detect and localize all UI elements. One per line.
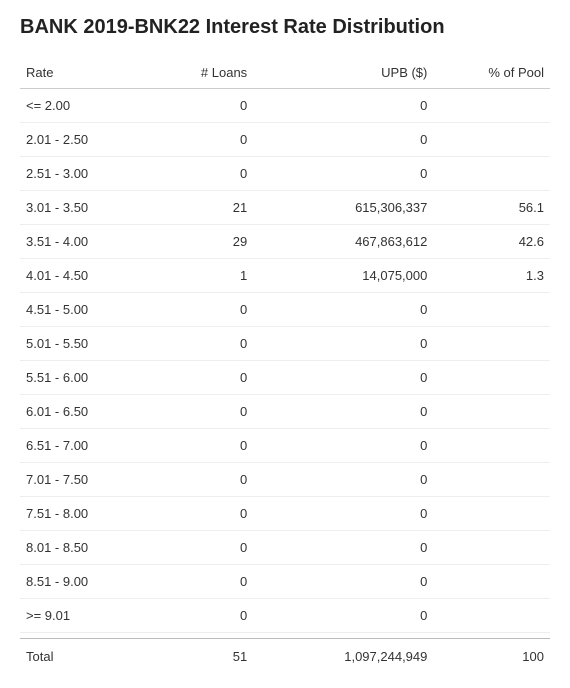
cell-pct <box>433 531 550 565</box>
cell-rate: 7.51 - 8.00 <box>20 497 147 531</box>
cell-loans: 0 <box>147 531 253 565</box>
cell-loans: 0 <box>147 157 253 191</box>
table-row: 8.01 - 8.5000 <box>20 531 550 565</box>
cell-loans: 0 <box>147 429 253 463</box>
table-row: 4.51 - 5.0000 <box>20 293 550 327</box>
cell-pct: 56.1 <box>433 191 550 225</box>
cell-loans: 21 <box>147 191 253 225</box>
cell-upb: 0 <box>253 395 433 429</box>
cell-rate: 8.51 - 9.00 <box>20 565 147 599</box>
total-label: Total <box>20 639 147 673</box>
col-header-pct: % of Pool <box>433 57 550 89</box>
cell-upb: 0 <box>253 565 433 599</box>
cell-upb: 467,863,612 <box>253 225 433 259</box>
cell-loans: 0 <box>147 599 253 633</box>
table-body: <= 2.0000 2.01 - 2.5000 2.51 - 3.0000 3.… <box>20 89 550 639</box>
total-upb: 1,097,244,949 <box>253 639 433 673</box>
cell-pct <box>433 565 550 599</box>
cell-rate: 3.01 - 3.50 <box>20 191 147 225</box>
table-header-row: Rate # Loans UPB ($) % of Pool <box>20 57 550 89</box>
cell-upb: 14,075,000 <box>253 259 433 293</box>
cell-pct: 1.3 <box>433 259 550 293</box>
table-row: 6.01 - 6.5000 <box>20 395 550 429</box>
cell-loans: 0 <box>147 361 253 395</box>
cell-pct <box>433 361 550 395</box>
col-header-upb: UPB ($) <box>253 57 433 89</box>
cell-upb: 0 <box>253 599 433 633</box>
cell-rate: 4.51 - 5.00 <box>20 293 147 327</box>
table-row: 5.51 - 6.0000 <box>20 361 550 395</box>
cell-loans: 0 <box>147 293 253 327</box>
col-header-loans: # Loans <box>147 57 253 89</box>
cell-upb: 0 <box>253 327 433 361</box>
cell-rate: 5.01 - 5.50 <box>20 327 147 361</box>
cell-rate: 2.51 - 3.00 <box>20 157 147 191</box>
cell-upb: 0 <box>253 531 433 565</box>
cell-rate: <= 2.00 <box>20 89 147 123</box>
table-row: 3.01 - 3.5021615,306,33756.1 <box>20 191 550 225</box>
rate-distribution-table: Rate # Loans UPB ($) % of Pool <= 2.0000… <box>20 57 550 672</box>
table-row: 3.51 - 4.0029467,863,61242.6 <box>20 225 550 259</box>
cell-pct <box>433 395 550 429</box>
cell-upb: 0 <box>253 361 433 395</box>
cell-upb: 0 <box>253 123 433 157</box>
table-row: >= 9.0100 <box>20 599 550 633</box>
table-row: <= 2.0000 <box>20 89 550 123</box>
cell-upb: 0 <box>253 463 433 497</box>
cell-pct <box>433 497 550 531</box>
cell-upb: 615,306,337 <box>253 191 433 225</box>
cell-loans: 0 <box>147 89 253 123</box>
cell-rate: 6.01 - 6.50 <box>20 395 147 429</box>
cell-upb: 0 <box>253 293 433 327</box>
cell-loans: 29 <box>147 225 253 259</box>
cell-loans: 0 <box>147 395 253 429</box>
cell-upb: 0 <box>253 429 433 463</box>
cell-pct <box>433 293 550 327</box>
page-title: BANK 2019-BNK22 Interest Rate Distributi… <box>20 16 550 39</box>
total-pct: 100 <box>433 639 550 673</box>
cell-rate: 2.01 - 2.50 <box>20 123 147 157</box>
total-loans: 51 <box>147 639 253 673</box>
cell-loans: 0 <box>147 497 253 531</box>
cell-rate: 8.01 - 8.50 <box>20 531 147 565</box>
cell-rate: 4.01 - 4.50 <box>20 259 147 293</box>
cell-rate: 6.51 - 7.00 <box>20 429 147 463</box>
cell-pct <box>433 599 550 633</box>
cell-loans: 0 <box>147 123 253 157</box>
table-row: 8.51 - 9.0000 <box>20 565 550 599</box>
cell-upb: 0 <box>253 89 433 123</box>
cell-upb: 0 <box>253 497 433 531</box>
table-row: 5.01 - 5.5000 <box>20 327 550 361</box>
cell-pct <box>433 89 550 123</box>
table-total-row: Total 51 1,097,244,949 100 <box>20 639 550 673</box>
col-header-rate: Rate <box>20 57 147 89</box>
cell-loans: 1 <box>147 259 253 293</box>
cell-upb: 0 <box>253 157 433 191</box>
cell-pct <box>433 123 550 157</box>
table-row: 6.51 - 7.0000 <box>20 429 550 463</box>
table-row: 2.51 - 3.0000 <box>20 157 550 191</box>
table-row: 2.01 - 2.5000 <box>20 123 550 157</box>
cell-pct <box>433 463 550 497</box>
cell-pct <box>433 327 550 361</box>
cell-rate: 3.51 - 4.00 <box>20 225 147 259</box>
cell-pct <box>433 157 550 191</box>
table-row: 4.01 - 4.50114,075,0001.3 <box>20 259 550 293</box>
cell-pct: 42.6 <box>433 225 550 259</box>
cell-rate: 5.51 - 6.00 <box>20 361 147 395</box>
cell-rate: >= 9.01 <box>20 599 147 633</box>
table-row: 7.01 - 7.5000 <box>20 463 550 497</box>
cell-pct <box>433 429 550 463</box>
table-row: 7.51 - 8.0000 <box>20 497 550 531</box>
cell-loans: 0 <box>147 463 253 497</box>
cell-loans: 0 <box>147 327 253 361</box>
cell-rate: 7.01 - 7.50 <box>20 463 147 497</box>
cell-loans: 0 <box>147 565 253 599</box>
